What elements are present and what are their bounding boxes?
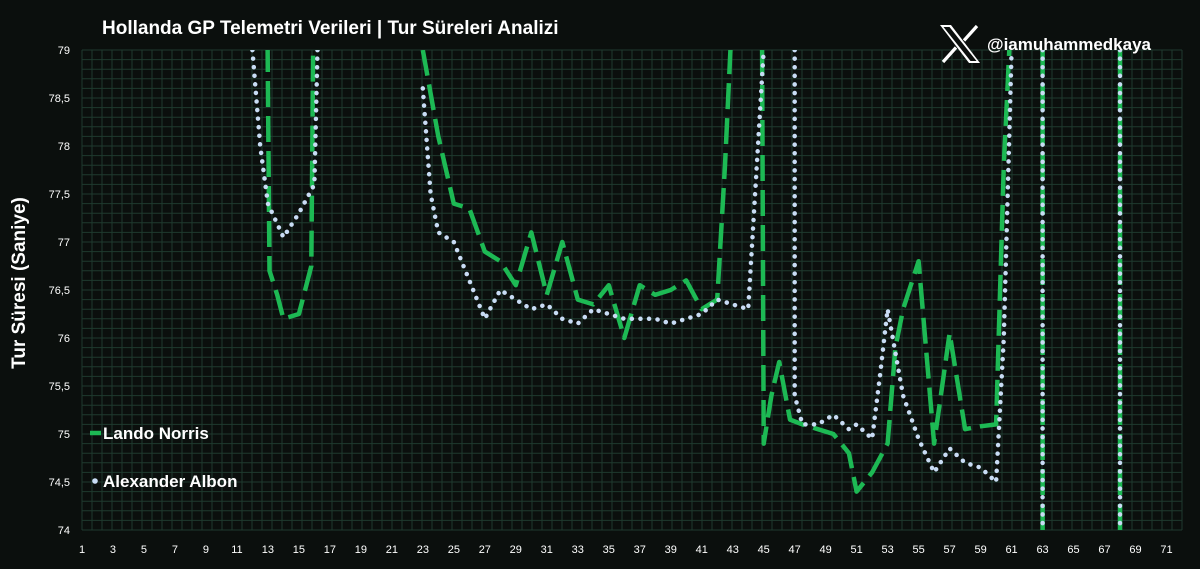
y-tick-label: 78 xyxy=(58,141,70,153)
x-tick-label: 9 xyxy=(203,544,209,556)
x-tick-label: 19 xyxy=(355,544,367,556)
y-tick-label: 75,5 xyxy=(49,381,70,393)
x-tick-label: 63 xyxy=(1036,544,1048,556)
x-tick-label: 37 xyxy=(634,544,646,556)
x-tick-label: 51 xyxy=(851,544,863,556)
y-tick-label: 78,5 xyxy=(49,93,70,105)
series-line-segment xyxy=(792,50,1014,485)
legend-label: Lando Norris xyxy=(103,424,209,443)
x-tick-label: 59 xyxy=(974,544,986,556)
x-tick-label: 69 xyxy=(1129,544,1141,556)
x-tick-label: 5 xyxy=(141,544,147,556)
x-tick-label: 65 xyxy=(1067,544,1079,556)
x-tick-label: 27 xyxy=(479,544,491,556)
series-alexander-albon xyxy=(250,50,1123,530)
x-tick-label: 45 xyxy=(758,544,770,556)
x-tick-label: 11 xyxy=(231,544,242,556)
y-tick-label: 75 xyxy=(58,429,70,441)
x-tick-labels: 1 3 5 7 9 11 13 15 17 19 21 23 25 27 29 31 33 35 37 39 41 43 4… xyxy=(79,544,1173,556)
series-line-segment xyxy=(250,50,320,240)
x-tick-label: 1 xyxy=(79,544,85,556)
legend: Lando Norris Alexander Albon xyxy=(90,424,237,491)
y-axis-label: Tur Süresi (Saniye) xyxy=(9,197,30,369)
x-logo-icon xyxy=(940,24,980,64)
x-tick-label: 55 xyxy=(912,544,924,556)
x-tick-label: 57 xyxy=(943,544,955,556)
x-tick-label: 31 xyxy=(541,544,553,556)
series-line-segment xyxy=(420,50,733,341)
x-tick-label: 49 xyxy=(820,544,832,556)
x-tick-label: 17 xyxy=(324,544,336,556)
x-tick-label: 23 xyxy=(417,544,429,556)
x-tick-label: 71 xyxy=(1160,544,1172,556)
x-tick-label: 7 xyxy=(172,544,178,556)
x-tick-label: 35 xyxy=(603,544,615,556)
x-tick-label: 3 xyxy=(110,544,116,556)
series-layer xyxy=(250,50,1123,530)
y-tick-labels: 74 74,5 75 75,5 76 76,5 77 77,5 78 78,5 79 xyxy=(49,45,70,537)
grid xyxy=(81,49,1183,531)
x-tick-label: 39 xyxy=(665,544,677,556)
x-tick-label: 53 xyxy=(882,544,894,556)
legend-item: Alexander Albon xyxy=(92,472,237,491)
x-tick-label: 47 xyxy=(789,544,801,556)
y-tick-label: 77 xyxy=(58,237,70,249)
x-tick-label: 67 xyxy=(1098,544,1110,556)
x-tick-label: 15 xyxy=(293,544,305,556)
legend-swatch-dotted xyxy=(92,478,98,484)
x-tick-label: 13 xyxy=(262,544,274,556)
y-tick-label: 76,5 xyxy=(49,285,70,297)
watermark: @iamuhammedkaya xyxy=(940,24,1152,64)
x-tick-label: 61 xyxy=(1005,544,1017,556)
x-tick-label: 25 xyxy=(448,544,460,556)
y-tick-label: 74 xyxy=(58,525,70,537)
watermark-handle: @iamuhammedkaya xyxy=(987,35,1152,54)
legend-item: Lando Norris xyxy=(90,424,209,443)
series-lando-norris xyxy=(265,50,1123,530)
y-tick-label: 79 xyxy=(58,45,70,57)
y-tick-label: 77,5 xyxy=(49,189,70,201)
x-tick-label: 41 xyxy=(696,544,708,556)
chart-title: Hollanda GP Telemetri Verileri | Tur Sür… xyxy=(102,18,559,39)
y-tick-label: 74,5 xyxy=(49,477,70,489)
x-tick-label: 21 xyxy=(386,544,398,556)
x-tick-label: 29 xyxy=(510,544,522,556)
y-tick-label: 76 xyxy=(58,333,70,345)
series-line-segment xyxy=(759,50,1012,494)
series-line-segment xyxy=(265,50,316,322)
x-tick-label: 43 xyxy=(727,544,739,556)
legend-label: Alexander Albon xyxy=(103,472,237,491)
x-tick-label: 33 xyxy=(572,544,584,556)
series-line-segment xyxy=(420,50,766,326)
